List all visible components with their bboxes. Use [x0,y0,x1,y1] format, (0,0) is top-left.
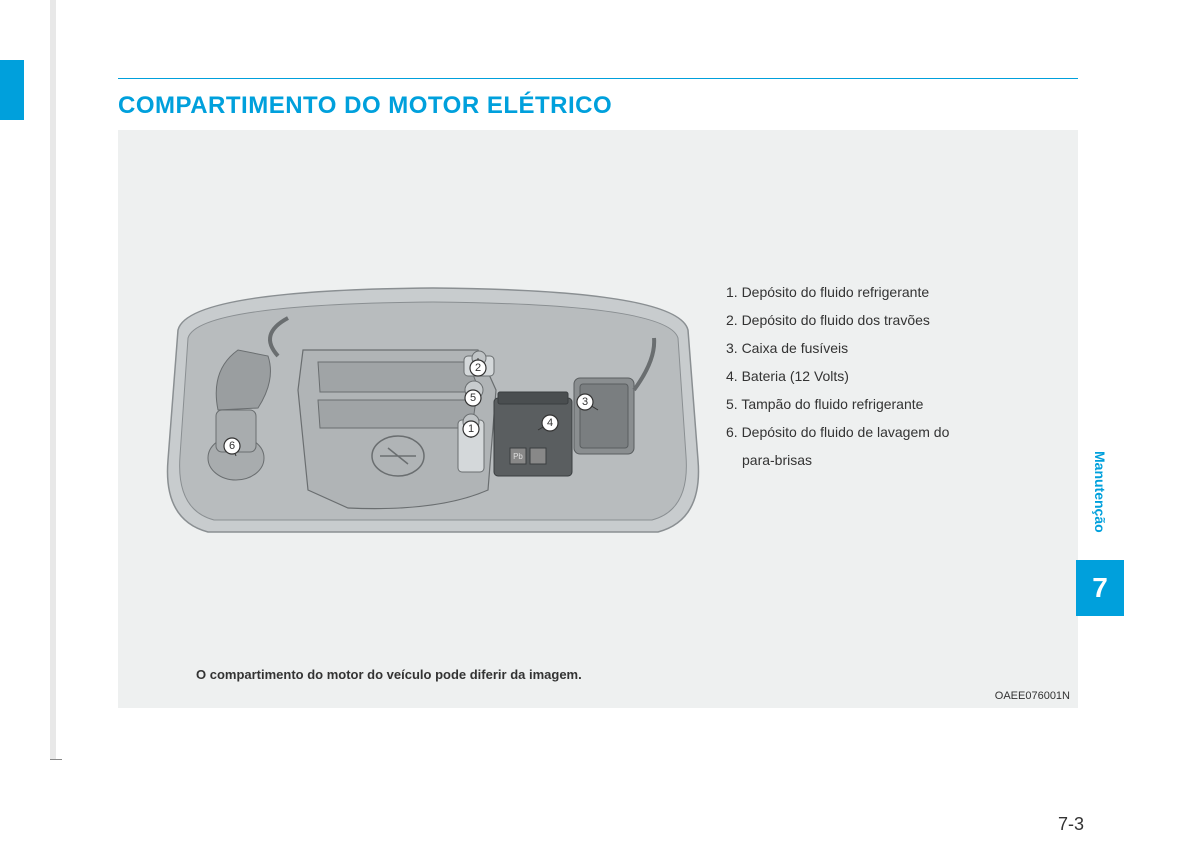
callout-number-5: 5 [470,392,476,404]
cover-ridge1 [318,362,480,392]
title-rule [118,78,1078,79]
cover-ridge2 [318,400,476,428]
image-code: OAEE076001N [995,690,1070,702]
legend-item-6b: para-brisas [726,446,949,474]
legend-item-3: 3. Caixa de fusíveis [726,334,949,362]
section-label-box: Manutenção [1076,424,1124,560]
legend-item-6: 6. Depósito do fluido de lavagem do [726,418,949,446]
chapter-number-box: 7 [1076,560,1124,616]
battery-label2 [530,448,546,464]
engine-diagram: Pb 1 2 3 4 5 6 [158,260,708,550]
legend-item-2: 2. Depósito do fluido dos travões [726,306,949,334]
page-number: 7-3 [1058,814,1084,835]
chapter-number: 7 [1092,572,1108,604]
battery-top [498,392,568,404]
legend-item-5: 5. Tampão do fluido refrigerante [726,390,949,418]
fuse-lid [580,384,628,448]
legend-list: 1. Depósito do fluido refrigerante 2. De… [726,278,949,474]
section-tab: Manutenção 7 [1076,424,1124,616]
pb-label: Pb [513,452,523,461]
page-title: COMPARTIMENTO DO MOTOR ELÉTRICO [118,92,612,120]
callout-number-3: 3 [582,396,588,408]
disclaimer-text: O compartimento do motor do veículo pode… [196,667,582,682]
callout-number-2: 2 [475,362,481,374]
callout-number-4: 4 [547,417,553,429]
diagram-panel: Pb 1 2 3 4 5 6 1. Depósito do fluido refriger… [118,130,1078,708]
margin-stripe [50,0,56,760]
edge-accent [0,60,24,120]
legend-item-4: 4. Bateria (12 Volts) [726,362,949,390]
section-label: Manutenção [1092,451,1108,533]
callout-number-1: 1 [468,423,474,435]
callout-number-6: 6 [229,440,235,452]
legend-item-1: 1. Depósito do fluido refrigerante [726,278,949,306]
